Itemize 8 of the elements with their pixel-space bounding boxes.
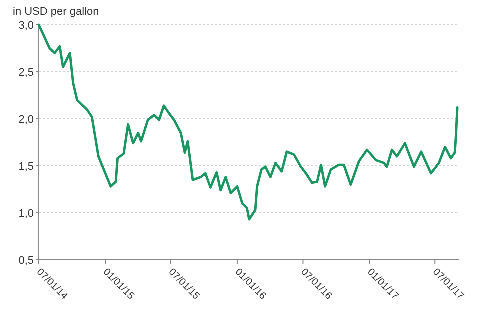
y-tick-label: 1,0 (18, 208, 34, 220)
y-axis-title: in USD per gallon (13, 6, 100, 18)
y-tick-label: 2,5 (18, 66, 34, 79)
y-tick-label: 1,5 (18, 160, 34, 173)
y-tick-label: 0,5 (18, 254, 34, 267)
y-tick-label: 3,0 (18, 20, 34, 32)
line-series (38, 24, 459, 221)
y-tick-label: 2,0 (18, 114, 34, 126)
